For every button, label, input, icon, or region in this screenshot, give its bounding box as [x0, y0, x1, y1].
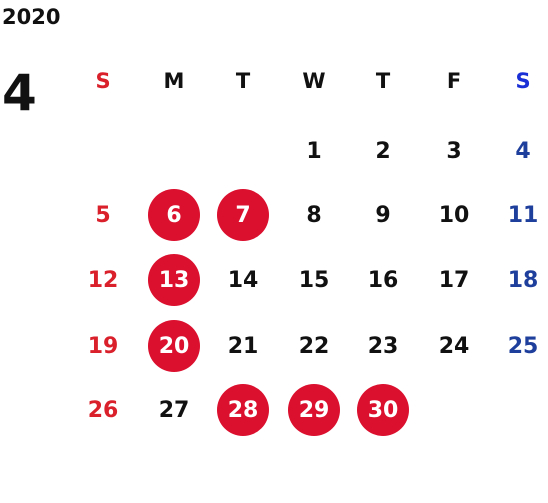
day-cell[interactable]: 1: [306, 138, 322, 164]
day-cell[interactable]: 26: [87, 397, 119, 423]
day-cell-highlighted[interactable]: 30: [357, 384, 409, 436]
day-cell[interactable]: 4: [515, 138, 531, 164]
day-cell[interactable]: 22: [298, 333, 330, 359]
weekday-header: W: [302, 69, 326, 93]
day-cell[interactable]: 3: [446, 138, 462, 164]
weekday-header: M: [163, 69, 185, 93]
month-number: 4: [2, 64, 37, 122]
day-cell-highlighted[interactable]: 28: [217, 384, 269, 436]
day-cell[interactable]: 18: [507, 267, 539, 293]
day-cell-highlighted[interactable]: 20: [148, 320, 200, 372]
day-cell-highlighted[interactable]: 7: [217, 189, 269, 241]
day-cell[interactable]: 25: [507, 333, 539, 359]
year-label: 2020: [2, 5, 61, 29]
day-cell[interactable]: 14: [227, 267, 259, 293]
day-cell[interactable]: 8: [306, 202, 322, 228]
day-cell[interactable]: 21: [227, 333, 259, 359]
day-cell[interactable]: 2: [375, 138, 391, 164]
day-cell[interactable]: 24: [438, 333, 470, 359]
weekday-header: F: [446, 69, 462, 93]
day-cell[interactable]: 9: [375, 202, 391, 228]
day-cell[interactable]: 10: [438, 202, 470, 228]
day-cell-highlighted[interactable]: 13: [148, 254, 200, 306]
day-cell-highlighted[interactable]: 29: [288, 384, 340, 436]
day-cell[interactable]: 5: [95, 202, 111, 228]
day-cell[interactable]: 11: [507, 202, 539, 228]
weekday-header: T: [375, 69, 391, 93]
weekday-header: S: [95, 69, 111, 93]
day-cell[interactable]: 23: [367, 333, 399, 359]
day-cell-highlighted[interactable]: 6: [148, 189, 200, 241]
day-cell[interactable]: 16: [367, 267, 399, 293]
day-cell[interactable]: 15: [298, 267, 330, 293]
day-cell[interactable]: 19: [87, 333, 119, 359]
day-cell[interactable]: 17: [438, 267, 470, 293]
weekday-header: T: [235, 69, 251, 93]
weekday-header: S: [515, 69, 531, 93]
day-cell[interactable]: 12: [87, 267, 119, 293]
day-cell[interactable]: 27: [158, 397, 190, 423]
